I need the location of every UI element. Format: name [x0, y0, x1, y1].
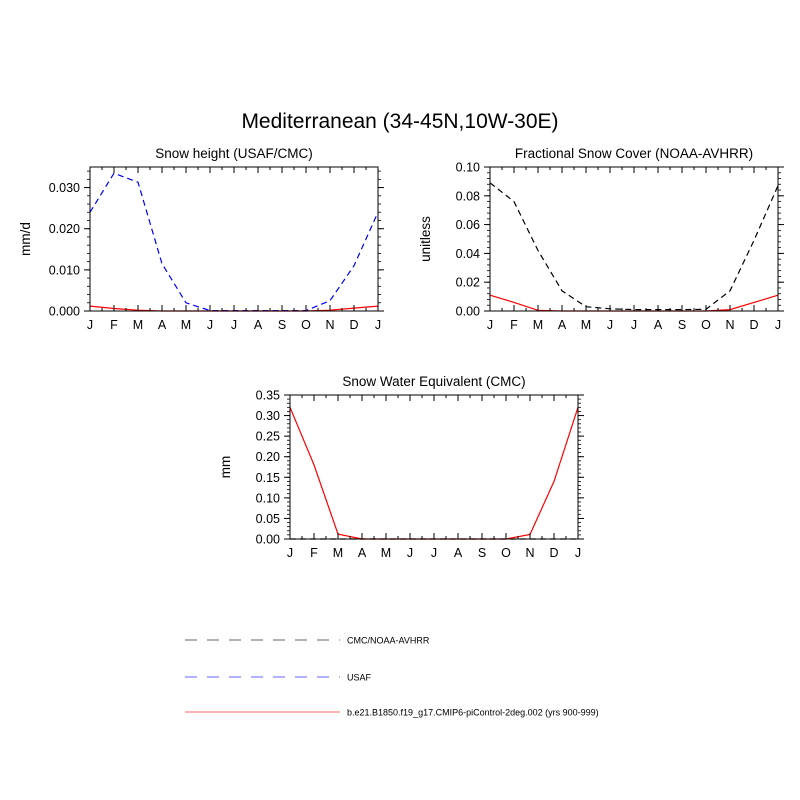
x-tick-label: J — [487, 318, 493, 332]
x-tick-label: O — [301, 318, 311, 332]
x-tick-label: D — [549, 546, 558, 560]
x-tick-label: S — [478, 546, 486, 560]
x-tick-label: S — [678, 318, 686, 332]
y-tick-label: 0.04 — [456, 247, 480, 261]
chart-panel-3: Snow Water Equivalent (CMC)mmJ F M A M J J A S O N… — [218, 374, 584, 560]
panel-title: Snow Water Equivalent (CMC) — [342, 374, 525, 389]
legend-item-3: b.e21.B1850.f19_g17.CMIP6-piControl-2deg… — [185, 708, 599, 718]
x-tick-label: A — [158, 318, 167, 332]
y-tick-label: 0.08 — [456, 189, 480, 203]
x-tick-label: D — [749, 318, 758, 332]
x-tick-label: N — [325, 318, 334, 332]
x-tick-label: N — [725, 318, 734, 332]
x-tick-label: F — [110, 318, 118, 332]
x-tick-label: J — [375, 318, 381, 332]
x-tick-label: J — [431, 546, 437, 560]
y-axis-label: mm/d — [18, 222, 33, 256]
y-tick-label: 0.15 — [256, 471, 280, 485]
panel-title: Snow height (USAF/CMC) — [155, 146, 313, 161]
x-tick-label: F — [510, 318, 518, 332]
y-tick-label: 0.35 — [256, 389, 280, 403]
x-tick-label: J — [231, 318, 237, 332]
x-tick-label: M — [533, 318, 543, 332]
x-tick-label: O — [501, 546, 511, 560]
plot-frame — [89, 166, 379, 312]
x-tick-label: M — [581, 318, 591, 332]
x-tick-label: M — [133, 318, 143, 332]
y-tick-label: 0.30 — [256, 409, 280, 423]
y-tick-label: 0.020 — [49, 222, 80, 236]
x-tick-label: A — [254, 318, 263, 332]
legend-item-1: CMC/NOAA-AVHRR — [185, 636, 430, 646]
y-tick-label: 0.02 — [456, 276, 480, 290]
x-tick-label: A — [454, 546, 463, 560]
x-tick-label: J — [407, 546, 413, 560]
plot-frame — [289, 394, 579, 540]
x-tick-label: M — [381, 546, 391, 560]
legend-item-2: USAF — [185, 673, 372, 683]
x-tick-label: M — [181, 318, 191, 332]
legend: CMC/NOAA-AVHRR USAF b.e21.B1850.f19_g17.CM… — [185, 636, 599, 718]
x-tick-label: J — [575, 546, 581, 560]
x-tick-label: M — [333, 546, 343, 560]
x-tick-label: N — [525, 546, 534, 560]
x-tick-label: J — [607, 318, 613, 332]
panels: Snow height (USAF/CMC)mm/dJ F M A M J J A S O N D J0… — [18, 146, 784, 560]
x-tick-label: J — [207, 318, 213, 332]
panel-title: Fractional Snow Cover (NOAA-AVHRR) — [515, 146, 753, 161]
x-tick-label: A — [654, 318, 663, 332]
series-line-obs — [489, 182, 779, 311]
y-tick-label: 0.25 — [256, 430, 280, 444]
x-tick-label: J — [775, 318, 781, 332]
y-tick-label: 0.20 — [256, 450, 280, 464]
y-tick-label: 0.000 — [49, 305, 80, 319]
x-tick-label: J — [87, 318, 93, 332]
series-line-usaf — [89, 172, 379, 312]
plot-frame — [489, 166, 779, 312]
y-tick-label: 0.00 — [256, 533, 280, 547]
legend-label: USAF — [347, 673, 372, 683]
chart-panel-2: Fractional Snow Cover (NOAA-AVHRR) unitle… — [418, 146, 784, 332]
figure-title: Mediterranean (34-45N,10W-30E) — [241, 110, 558, 133]
y-axis-label: unitless — [418, 216, 433, 262]
legend-label: b.e21.B1850.f19_g17.CMIP6-piControl-2deg… — [347, 708, 599, 718]
legend-label: CMC/NOAA-AVHRR — [347, 636, 430, 646]
y-tick-label: 0.10 — [456, 161, 480, 175]
x-tick-label: J — [631, 318, 637, 332]
x-tick-label: D — [349, 318, 358, 332]
y-tick-label: 0.10 — [256, 491, 280, 505]
x-tick-label: S — [278, 318, 286, 332]
x-tick-label: O — [701, 318, 711, 332]
series-line-model — [289, 407, 579, 540]
y-axis-label: mm — [218, 456, 233, 479]
x-tick-label: F — [310, 546, 318, 560]
y-tick-label: 0.05 — [256, 512, 280, 526]
y-tick-label: 0.010 — [49, 263, 80, 277]
y-tick-label: 0.030 — [49, 181, 80, 195]
x-tick-label: A — [358, 546, 367, 560]
y-tick-label: 0.00 — [456, 305, 480, 319]
chart-panel-1: Snow height (USAF/CMC)mm/dJ F M A M J J A S O N D J0… — [18, 146, 384, 332]
x-tick-label: A — [558, 318, 567, 332]
y-tick-label: 0.06 — [456, 218, 480, 232]
x-tick-label: J — [287, 546, 293, 560]
